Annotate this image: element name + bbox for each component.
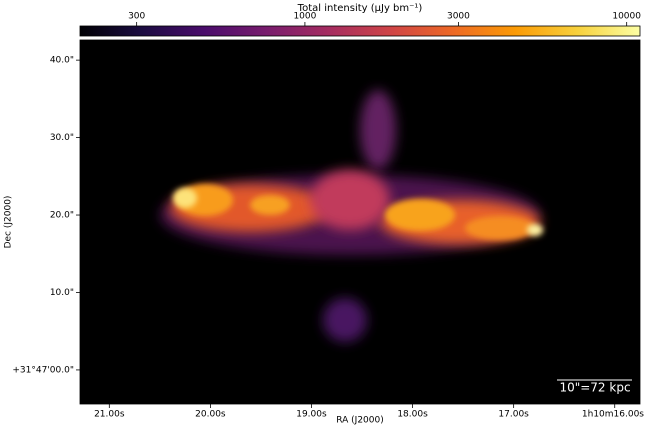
colorbar-title: Total intensity (μJy bm⁻¹) <box>297 3 423 14</box>
radio-source <box>160 90 543 342</box>
colorbar-tick-label: 3000 <box>447 12 470 22</box>
x-tick-label: 17.00s <box>498 410 529 420</box>
y-tick-label: +31°47'00.0" <box>12 365 74 375</box>
x-tick-label: 18.00s <box>397 410 428 420</box>
scale-label: 10"=72 kpc <box>559 381 630 395</box>
colorbar-tick-label: 10000 <box>612 12 641 22</box>
x-tick-label: 19.00s <box>296 410 327 420</box>
plot-frame <box>79 39 641 405</box>
colorbar <box>79 25 641 37</box>
x-tick-label: 21.00s <box>94 410 125 420</box>
y-tick-label: 20.0" <box>50 211 74 221</box>
y-tick-label: 10.0" <box>50 288 74 298</box>
x-tick-label: 1h10m16.00s <box>582 410 644 420</box>
x-tick-label: 20.00s <box>195 410 226 420</box>
x-axis-label: RA (J2000) <box>336 416 384 426</box>
colorbar-tick-label: 300 <box>128 12 145 22</box>
y-tick-label: 40.0" <box>50 56 74 66</box>
y-tick-label: 30.0" <box>50 133 74 143</box>
y-axis-label: Dec (J2000) <box>4 196 14 249</box>
colorbar-tick-label: 1000 <box>293 12 316 22</box>
